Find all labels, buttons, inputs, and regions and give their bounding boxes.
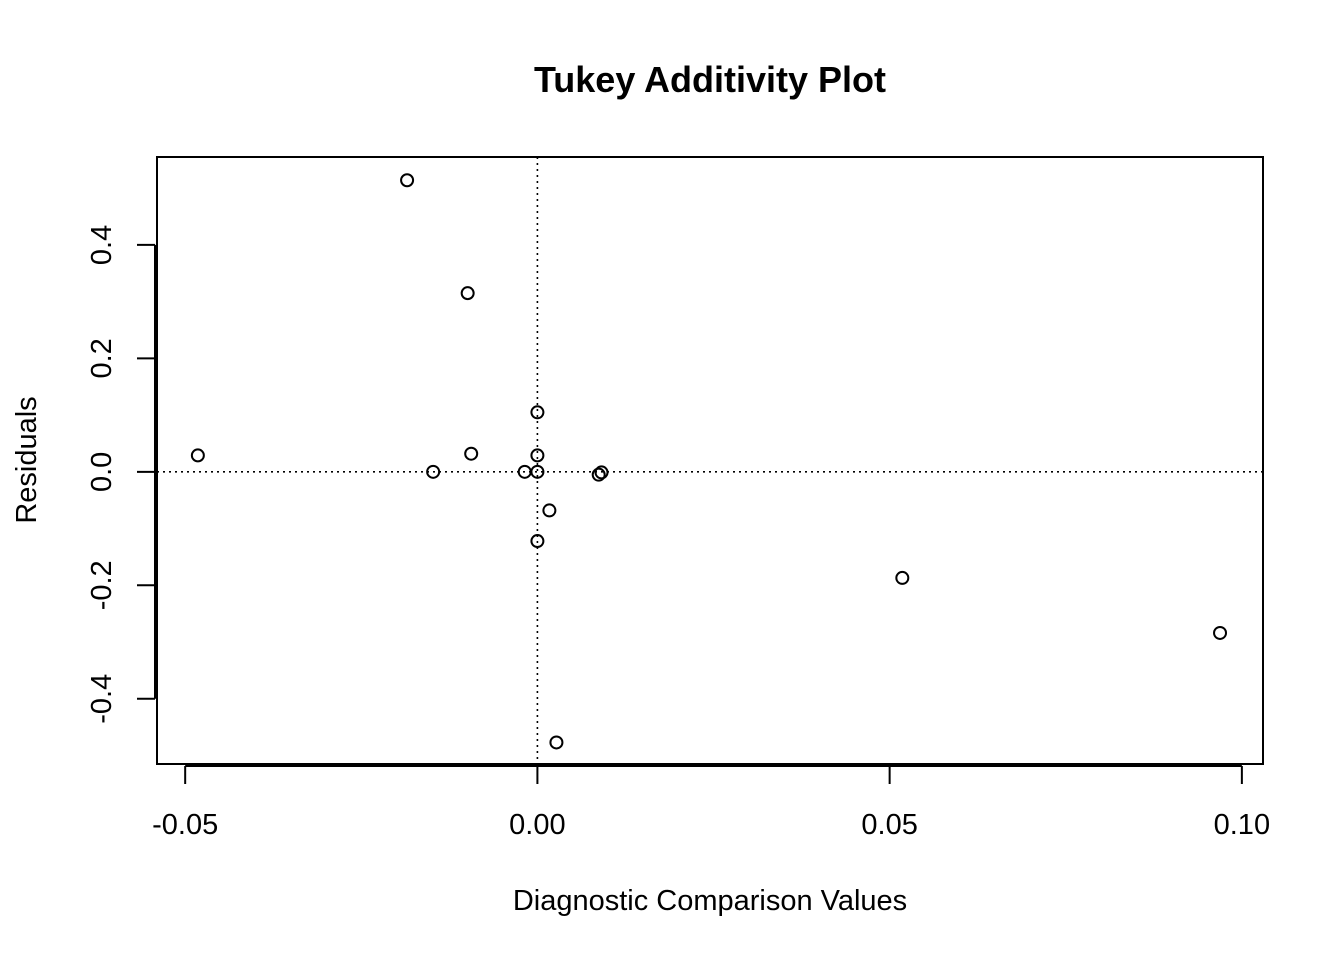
x-tick-label: 0.10: [1214, 809, 1270, 841]
data-point: [426, 464, 441, 479]
y-tick-label: 0.2: [86, 338, 118, 378]
y-tick-label: -0.4: [86, 674, 118, 724]
data-point: [400, 173, 415, 188]
y-axis-label: Residuals: [11, 396, 43, 523]
data-point: [591, 467, 606, 482]
data-point: [542, 503, 557, 518]
x-tick-label: 0.05: [861, 809, 917, 841]
plot-frame: [156, 156, 1264, 765]
data-point: [594, 465, 609, 480]
data-point: [190, 448, 205, 463]
data-point: [530, 534, 545, 549]
data-points: [190, 173, 1228, 750]
x-tick-label: -0.05: [152, 809, 218, 841]
data-point: [895, 570, 910, 585]
y-axis: -0.4 -0.2 0.0 0.2 0.4: [86, 225, 156, 724]
x-tick-label: 0.00: [509, 809, 565, 841]
y-tick-label: -0.2: [86, 560, 118, 610]
data-point: [530, 448, 545, 463]
x-axis: -0.05 0.00 0.05 0.10: [152, 765, 1270, 841]
data-point: [464, 446, 479, 461]
chart-title: Tukey Additivity Plot: [534, 59, 886, 100]
y-tick-label: 0.4: [86, 225, 118, 265]
data-point: [530, 405, 545, 420]
data-point: [1213, 625, 1228, 640]
data-point: [549, 735, 564, 750]
reference-lines: [157, 157, 1263, 764]
y-tick-label: 0.0: [86, 452, 118, 492]
data-point: [530, 464, 545, 479]
x-axis-label: Diagnostic Comparison Values: [513, 885, 907, 917]
data-point: [460, 286, 475, 301]
